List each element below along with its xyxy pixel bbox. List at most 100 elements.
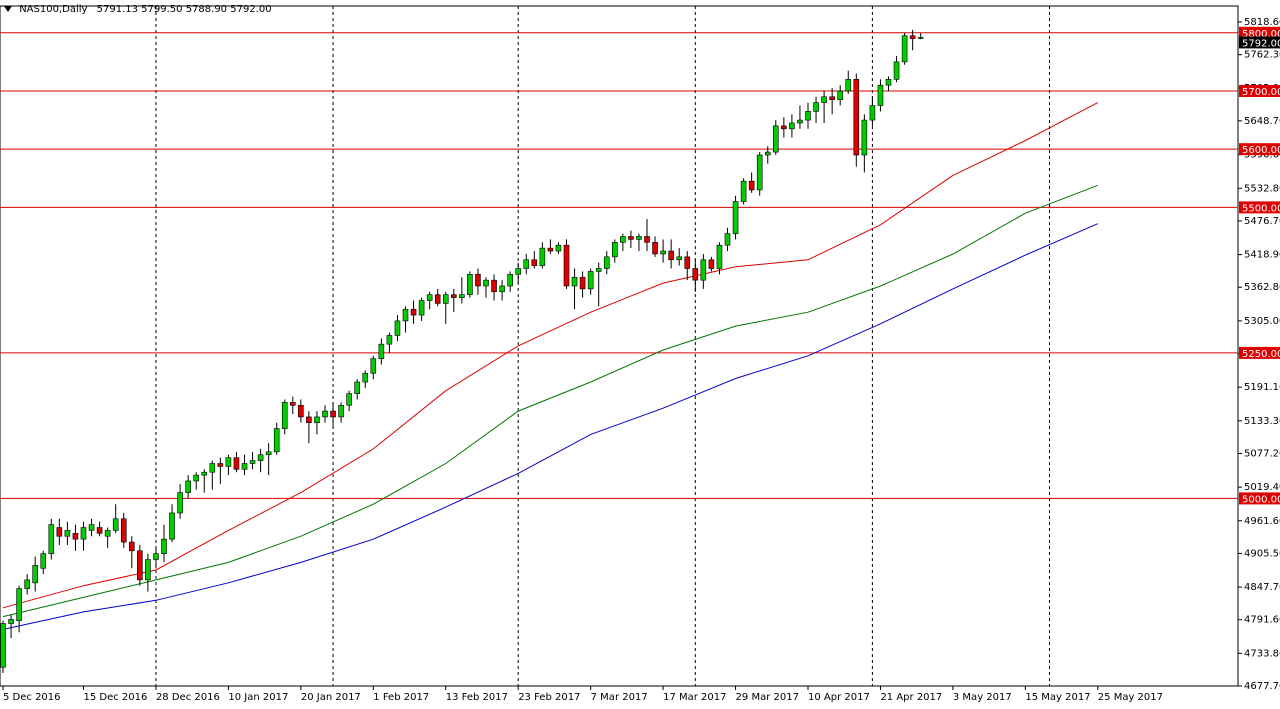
candle-body	[692, 268, 699, 281]
candle-body	[56, 527, 63, 537]
y-tick-label: 5418.90	[1244, 250, 1280, 261]
candle-body	[48, 524, 55, 555]
y-tick-label: 4791.60	[1244, 615, 1280, 626]
candle-body	[370, 358, 377, 374]
candle-body	[853, 79, 860, 156]
candle-body	[877, 84, 884, 106]
candle-body	[893, 61, 900, 80]
candle-body	[829, 96, 835, 101]
level-label-box	[1239, 84, 1280, 97]
current-price-label: 5792.00	[1242, 38, 1280, 49]
candle-body	[273, 428, 280, 453]
x-tick-label: 29 Mar 2017	[736, 692, 799, 703]
candle-body	[660, 250, 666, 255]
candle-body	[700, 259, 707, 281]
level-label-box	[1239, 26, 1280, 39]
candle-body	[499, 285, 505, 293]
candle-body	[233, 457, 240, 470]
candle-body	[0, 623, 6, 668]
y-tick-label: 5818.60	[1244, 17, 1280, 28]
y-tick-label: 4733.80	[1244, 648, 1280, 659]
x-tick-label: 21 Apr 2017	[880, 692, 942, 703]
candle-body	[901, 35, 908, 63]
candle-body	[32, 565, 39, 584]
candle-body	[869, 105, 876, 121]
moving-average-line	[2, 184, 1098, 618]
symbol-dropdown-icon[interactable]	[4, 6, 12, 12]
candle-body	[845, 79, 852, 92]
candle-body	[507, 274, 513, 287]
ohlc-readout: 5791.13 5799.50 5788.90 5792.00	[96, 4, 272, 15]
y-tick-label: 5133.30	[1244, 416, 1280, 427]
candle-body	[177, 492, 183, 514]
candle-body	[917, 37, 924, 39]
moving-average-line	[2, 223, 1098, 630]
plot-area	[0, 5, 1239, 687]
candle-body	[756, 154, 763, 191]
candle-body	[306, 416, 312, 424]
candle-body	[241, 463, 248, 470]
candle-body	[620, 236, 626, 243]
candle-body	[668, 250, 674, 261]
level-label: 5800.00	[1242, 29, 1280, 40]
candle-body	[112, 518, 119, 531]
candle-body	[281, 402, 288, 429]
candle-body	[225, 457, 232, 467]
y-tick-label: 5362.80	[1244, 282, 1280, 293]
symbol-label: NAS100,Daily	[19, 4, 88, 15]
candle-body	[684, 256, 691, 269]
candle-body	[402, 308, 409, 322]
candle-body	[426, 294, 433, 301]
candle-body	[8, 619, 14, 624]
candle-body	[257, 454, 264, 461]
candle-body	[330, 410, 336, 418]
y-tick-label: 4847.70	[1244, 582, 1280, 593]
y-tick-label: 5019.40	[1244, 482, 1280, 493]
y-tick-label: 5191.10	[1244, 382, 1280, 393]
x-tick-label: 15 Dec 2016	[84, 692, 148, 703]
x-tick-label: 10 Apr 2017	[808, 692, 870, 703]
candle-body	[708, 259, 715, 269]
y-tick-label: 5648.70	[1244, 116, 1280, 127]
candle-body	[628, 236, 634, 240]
candle-body	[145, 559, 151, 581]
candle-body	[354, 381, 361, 394]
candle-body	[80, 527, 87, 540]
candle-body	[772, 125, 779, 153]
y-tick-label: 5077.20	[1244, 448, 1280, 459]
candle-body	[120, 518, 127, 543]
x-tick-label: 15 May 2017	[1025, 692, 1090, 703]
candle-body	[16, 588, 22, 621]
y-tick-label: 5476.70	[1244, 216, 1280, 227]
y-tick-label: 4961.60	[1244, 516, 1280, 527]
candle-body	[781, 125, 787, 130]
chart-info-header: NAS100,Daily 5791.13 5799.50 5788.90 579…	[4, 4, 272, 15]
candle-body	[531, 259, 538, 266]
y-tick-label: 4905.50	[1244, 548, 1280, 559]
candle-body	[547, 247, 554, 252]
current-price-box	[1239, 36, 1280, 49]
candle-body	[362, 372, 369, 383]
candle-body	[137, 550, 143, 581]
candle-body	[837, 90, 844, 101]
candle-body	[346, 393, 352, 406]
candle-body	[861, 119, 868, 156]
candle-body	[217, 463, 224, 467]
candle-body	[314, 416, 320, 424]
candle-body	[265, 451, 272, 456]
candle-body	[201, 471, 208, 476]
x-tick-label: 17 Mar 2017	[663, 692, 726, 703]
x-tick-label: 13 Feb 2017	[446, 692, 508, 703]
level-label: 5250.00	[1242, 349, 1280, 360]
x-tick-label: 5 Dec 2016	[3, 692, 61, 703]
level-label: 5000.00	[1242, 494, 1280, 505]
candle-body	[434, 294, 441, 304]
candle-body	[153, 553, 159, 560]
candle-body	[813, 102, 819, 112]
candle-body	[467, 274, 473, 295]
candle-body	[193, 474, 199, 482]
candle-body	[185, 480, 191, 493]
candle-body	[459, 294, 465, 298]
x-tick-label: 10 Jan 2017	[228, 692, 288, 703]
